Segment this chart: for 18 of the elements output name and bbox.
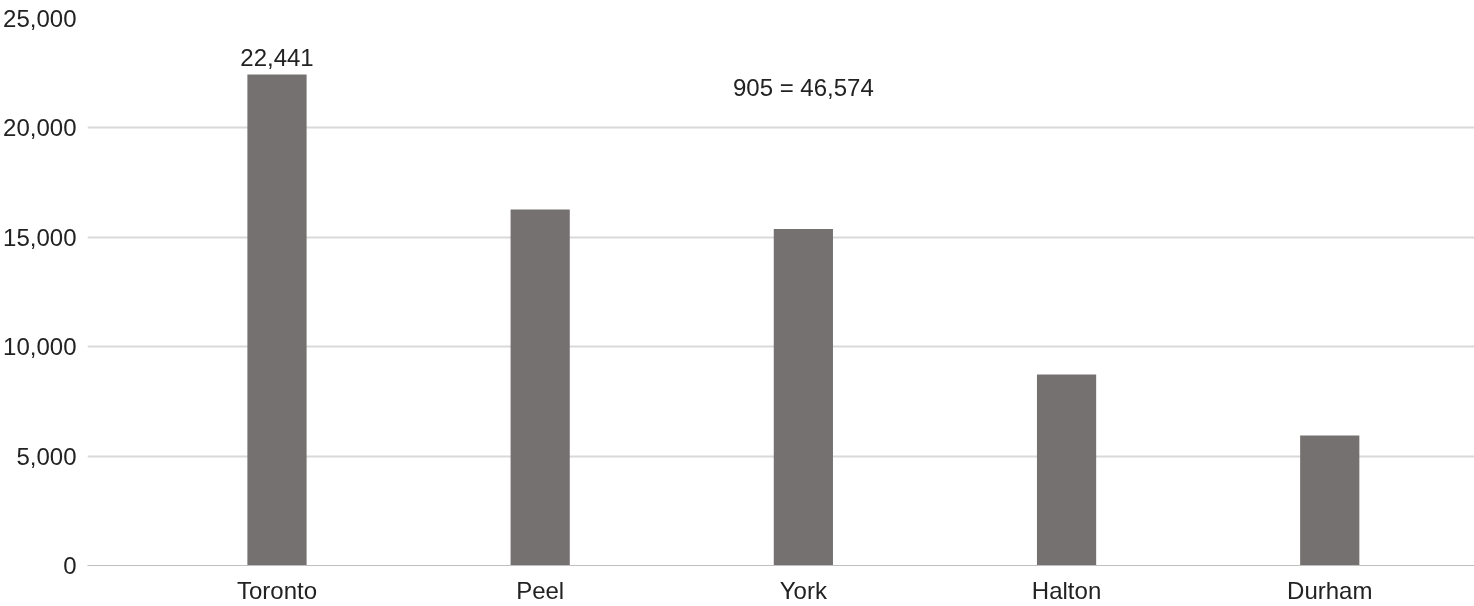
annotation: 905 = 46,574 [732,73,874,101]
bar [510,209,570,566]
data-label: 22,441 [240,44,314,72]
y-tick-label: 10,000 [3,333,77,361]
bar [773,228,833,566]
y-tick-label: 25,000 [3,5,77,32]
x-tick-label: Durham [1287,576,1373,604]
y-tick-label: 0 [63,552,77,579]
x-tick-label: Halton [1031,576,1102,604]
y-tick-label: 15,000 [3,223,77,251]
bar [1300,435,1360,566]
y-tick-label: 5,000 [16,442,77,470]
bar [1036,374,1097,566]
x-tick-label: York [779,576,828,604]
bar [247,74,307,566]
y-tick-label: 20,000 [3,114,77,142]
x-tick-label: Toronto [236,576,318,604]
x-tick-label: Peel [516,576,565,604]
